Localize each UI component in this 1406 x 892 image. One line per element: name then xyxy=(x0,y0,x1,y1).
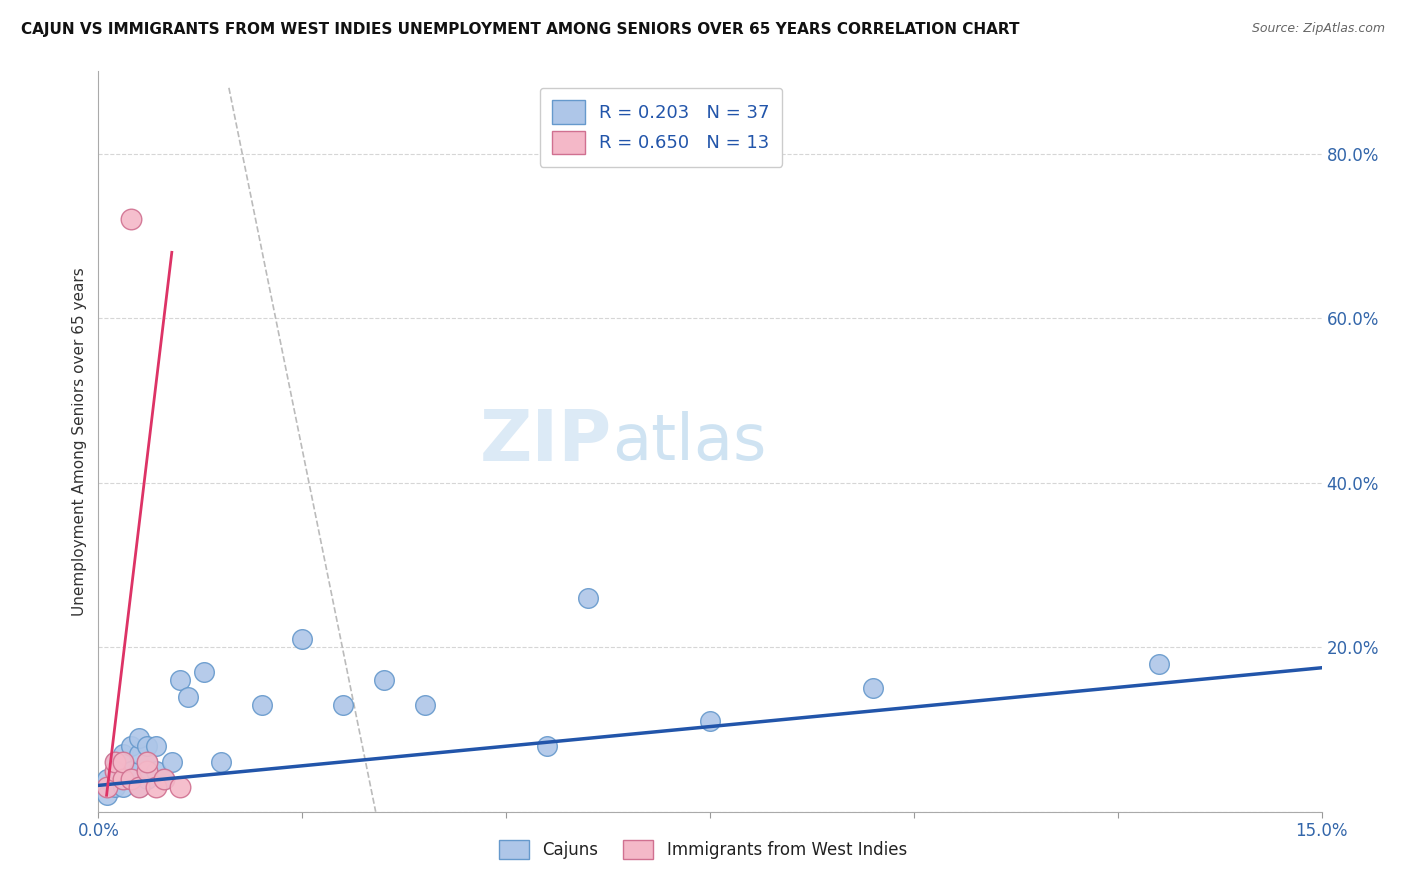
Point xyxy=(120,212,142,227)
Point xyxy=(111,780,134,794)
Point xyxy=(136,756,159,770)
Point xyxy=(104,780,127,794)
Point xyxy=(128,764,150,778)
Point xyxy=(111,772,134,786)
Point xyxy=(193,665,215,679)
Point xyxy=(120,739,142,753)
Point xyxy=(120,772,142,786)
Point xyxy=(136,764,159,778)
Text: ZIP: ZIP xyxy=(479,407,612,476)
Point xyxy=(373,673,395,687)
Point xyxy=(160,756,183,770)
Legend: R = 0.203   N = 37, R = 0.650   N = 13: R = 0.203 N = 37, R = 0.650 N = 13 xyxy=(540,87,783,167)
Point xyxy=(152,772,174,786)
Point xyxy=(104,764,127,778)
Point xyxy=(145,764,167,778)
Point xyxy=(291,632,314,646)
Point xyxy=(332,698,354,712)
Point xyxy=(177,690,200,704)
Point xyxy=(96,789,118,803)
Point xyxy=(145,739,167,753)
Point xyxy=(128,747,150,761)
Y-axis label: Unemployment Among Seniors over 65 years: Unemployment Among Seniors over 65 years xyxy=(72,268,87,615)
Point xyxy=(209,756,232,770)
Point xyxy=(104,756,127,770)
Point xyxy=(576,591,599,605)
Point xyxy=(136,772,159,786)
Point xyxy=(128,780,150,794)
Point xyxy=(111,772,134,786)
Point xyxy=(111,756,134,770)
Point xyxy=(104,764,127,778)
Text: Source: ZipAtlas.com: Source: ZipAtlas.com xyxy=(1251,22,1385,36)
Point xyxy=(862,681,884,696)
Point xyxy=(536,739,558,753)
Point xyxy=(145,780,167,794)
Point xyxy=(136,739,159,753)
Point xyxy=(128,731,150,745)
Point xyxy=(699,714,721,729)
Point xyxy=(111,747,134,761)
Text: atlas: atlas xyxy=(612,410,766,473)
Point xyxy=(136,756,159,770)
Point xyxy=(152,772,174,786)
Point xyxy=(169,780,191,794)
Point xyxy=(96,772,118,786)
Point xyxy=(413,698,436,712)
Legend: Cajuns, Immigrants from West Indies: Cajuns, Immigrants from West Indies xyxy=(492,833,914,866)
Point xyxy=(111,756,134,770)
Point xyxy=(250,698,273,712)
Point xyxy=(169,673,191,687)
Point xyxy=(120,772,142,786)
Point xyxy=(120,764,142,778)
Point xyxy=(104,756,127,770)
Text: CAJUN VS IMMIGRANTS FROM WEST INDIES UNEMPLOYMENT AMONG SENIORS OVER 65 YEARS CO: CAJUN VS IMMIGRANTS FROM WEST INDIES UNE… xyxy=(21,22,1019,37)
Point xyxy=(96,780,118,794)
Point xyxy=(128,780,150,794)
Point xyxy=(1147,657,1170,671)
